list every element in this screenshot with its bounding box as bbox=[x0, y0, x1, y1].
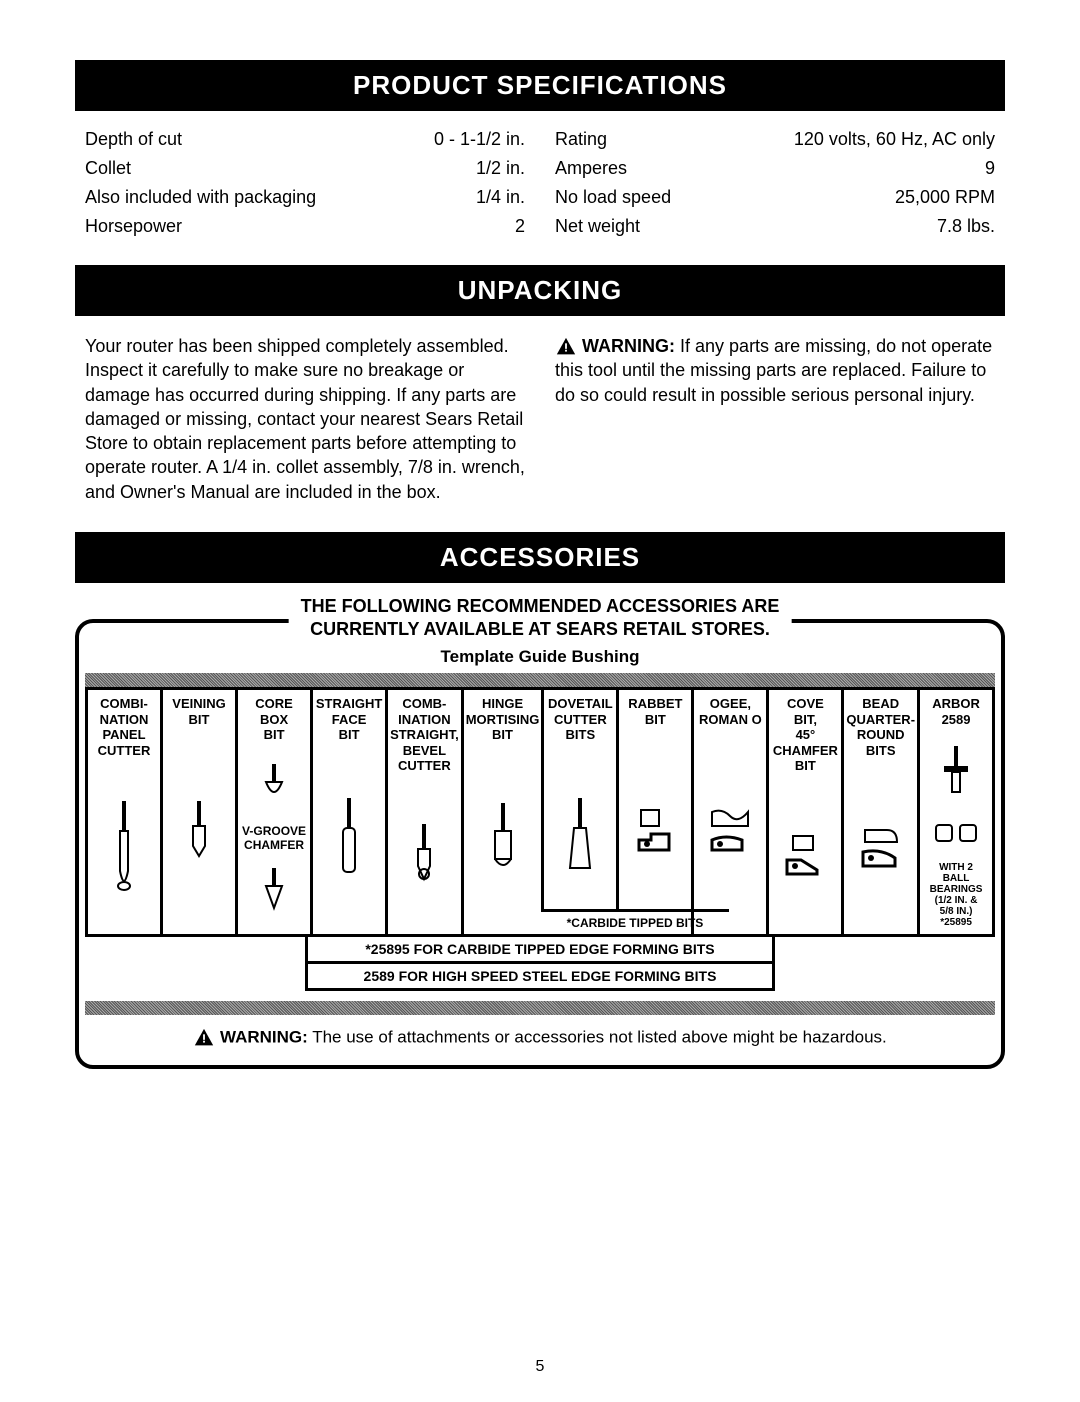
bit-icon bbox=[337, 798, 361, 878]
bit-note: WITH 2BALLBEARINGS(1/2 IN. &5/8 IN.)*258… bbox=[930, 862, 983, 928]
spec-label: Amperes bbox=[555, 158, 627, 179]
bit-table: COMBI-NATIONPANELCUTTER VEININGBIT CORE … bbox=[85, 687, 995, 937]
bit-label: STRAIGHTFACEBIT bbox=[316, 696, 382, 743]
acc-title-line1: THE FOLLOWING RECOMMENDED ACCESSORIES AR… bbox=[301, 596, 780, 616]
bit-arbor: ARBOR2589 WITH 2BALLBEARINGS(1/2 IN. &5/… bbox=[920, 690, 995, 934]
bit-icon bbox=[936, 746, 976, 796]
spec-label: Horsepower bbox=[85, 216, 182, 237]
bit-corebox: CORE BOXBIT V-GROOVECHAMFER bbox=[238, 690, 313, 934]
bit-label: BEADQUARTER-ROUNDBITS bbox=[846, 696, 915, 758]
bit-label: ARBOR2589 bbox=[932, 696, 980, 727]
bit-icon bbox=[261, 764, 287, 804]
bit-straight-face: STRAIGHTFACEBIT bbox=[313, 690, 388, 934]
footer-row-1: *25895 FOR CARBIDE TIPPED EDGE FORMING B… bbox=[305, 937, 775, 964]
warning-triangle-icon bbox=[555, 336, 577, 358]
spec-label: Net weight bbox=[555, 216, 640, 237]
bit-icon bbox=[566, 798, 594, 878]
spec-label: Also included with packaging bbox=[85, 187, 316, 208]
specs-right-col: Rating 120 volts, 60 Hz, AC only Amperes 9… bbox=[555, 129, 995, 237]
unpacking-header: UNPACKING bbox=[75, 265, 1005, 316]
bit-icon bbox=[635, 806, 675, 856]
bit-dovetail: DOVETAILCUTTERBITS *CARBIDE TIPPED BITS bbox=[544, 690, 619, 934]
bit-combination-bevel: COMB-INATIONSTRAIGHT,BEVELCUTTER bbox=[388, 690, 464, 934]
bit-cove-chamfer: COVEBIT,45°CHAMFERBIT bbox=[769, 690, 844, 934]
bit-rabbet: RABBETBIT bbox=[619, 690, 694, 934]
bit-icon bbox=[187, 801, 211, 861]
bit-sublabel: V-GROOVECHAMFER bbox=[242, 824, 306, 853]
bit-hinge-mortising: HINGEMORTISINGBIT bbox=[464, 690, 545, 934]
warning-label: WARNING: bbox=[582, 336, 675, 356]
specs-header: PRODUCT SPECIFICATIONS bbox=[75, 60, 1005, 111]
bit-icon bbox=[261, 868, 287, 912]
spec-label: Collet bbox=[85, 158, 131, 179]
acc-title-line2: CURRENTLY AVAILABLE AT SEARS RETAIL STOR… bbox=[310, 619, 770, 639]
accessories-subtitle: Template Guide Bushing bbox=[79, 647, 1001, 667]
warning-triangle-icon bbox=[193, 1027, 215, 1049]
accessories-container: THE FOLLOWING RECOMMENDED ACCESSORIES AR… bbox=[75, 619, 1005, 1069]
spec-value: 25,000 RPM bbox=[895, 187, 995, 208]
bit-label: VEININGBIT bbox=[172, 696, 225, 727]
spec-value: 9 bbox=[985, 158, 995, 179]
spec-value: 7.8 lbs. bbox=[937, 216, 995, 237]
bit-label: COVEBIT,45°CHAMFERBIT bbox=[773, 696, 838, 774]
bottom-warning: WARNING: The use of attachments or acces… bbox=[79, 1015, 1001, 1053]
spec-value: 120 volts, 60 Hz, AC only bbox=[794, 129, 995, 150]
specs-table: Depth of cut0 - 1-1/2 in. Collet1/2 in. … bbox=[85, 129, 995, 237]
bit-veining: VEININGBIT bbox=[163, 690, 238, 934]
divider-bar bbox=[85, 1001, 995, 1015]
bit-icon bbox=[859, 824, 903, 868]
bit-icon bbox=[410, 824, 438, 884]
spec-label: No load speed bbox=[555, 187, 671, 208]
warning-text: The use of attachments or accessories no… bbox=[308, 1028, 887, 1047]
bit-bead-quarter: BEADQUARTER-ROUNDBITS bbox=[844, 690, 920, 934]
accessories-header: ACCESSORIES bbox=[75, 532, 1005, 583]
footer-row-2: 2589 FOR HIGH SPEED STEEL EDGE FORMING B… bbox=[305, 964, 775, 991]
divider-bar bbox=[85, 673, 995, 687]
bit-label: RABBETBIT bbox=[628, 696, 682, 727]
bit-combination-panel: COMBI-NATIONPANELCUTTER bbox=[85, 690, 163, 934]
bit-label: CORE BOXBIT bbox=[240, 696, 308, 743]
spec-label: Depth of cut bbox=[85, 129, 182, 150]
bit-icon bbox=[934, 821, 978, 845]
bit-label: OGEE,ROMAN O bbox=[699, 696, 762, 727]
footer-rows: *25895 FOR CARBIDE TIPPED EDGE FORMING B… bbox=[85, 937, 995, 991]
unpacking-right: WARNING: If any parts are missing, do no… bbox=[555, 334, 995, 504]
specs-left-col: Depth of cut0 - 1-1/2 in. Collet1/2 in. … bbox=[85, 129, 525, 237]
bit-icon bbox=[783, 832, 827, 876]
bit-label: DOVETAILCUTTERBITS bbox=[548, 696, 613, 743]
spec-value: 2 bbox=[515, 216, 525, 237]
page-number: 5 bbox=[0, 1358, 1080, 1376]
unpacking-body: Your router has been shipped completely … bbox=[85, 334, 995, 504]
bit-label: HINGEMORTISINGBIT bbox=[466, 696, 540, 743]
warning-label: WARNING: bbox=[220, 1028, 308, 1047]
spec-value: 0 - 1-1/2 in. bbox=[434, 129, 525, 150]
bit-icon bbox=[708, 806, 752, 856]
bit-label: COMBI-NATIONPANELCUTTER bbox=[98, 696, 151, 758]
accessories-title: THE FOLLOWING RECOMMENDED ACCESSORIES AR… bbox=[289, 595, 792, 642]
bit-icon bbox=[489, 803, 517, 873]
unpacking-left: Your router has been shipped completely … bbox=[85, 334, 525, 504]
bit-icon bbox=[110, 801, 138, 891]
spec-label: Rating bbox=[555, 129, 607, 150]
spec-value: 1/4 in. bbox=[476, 187, 525, 208]
spec-value: 1/2 in. bbox=[476, 158, 525, 179]
bit-ogee: OGEE,ROMAN O bbox=[694, 690, 769, 934]
bit-label: COMB-INATIONSTRAIGHT,BEVELCUTTER bbox=[390, 696, 459, 774]
